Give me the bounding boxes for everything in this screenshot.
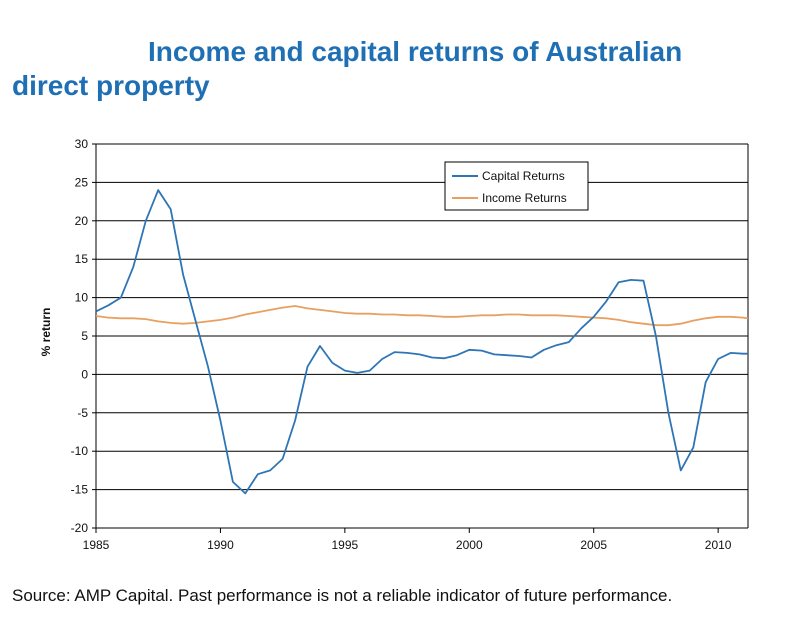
x-tick-label: 1985 (83, 538, 110, 552)
gridlines (96, 143, 748, 529)
y-tick-label: -5 (77, 406, 88, 420)
legend-label-income-returns: Income Returns (482, 191, 567, 205)
x-tick-label: 1995 (332, 538, 359, 552)
chart-title-line-1: Income and capital returns of Australian (148, 36, 683, 67)
y-tick-label: -10 (71, 444, 89, 458)
x-tick-label: 2010 (705, 538, 732, 552)
source-note: Source: AMP Capital. Past performance is… (12, 586, 673, 605)
x-tick-label: 1990 (207, 538, 234, 552)
y-axis-ticks: 30 25 20 15 10 5 0 -5 -10 -15 -20 (71, 137, 96, 535)
y-tick-label: -15 (71, 483, 89, 497)
y-tick-label: 10 (75, 291, 89, 305)
y-tick-label: -20 (71, 521, 89, 535)
chart-title-line-2: direct property (12, 70, 210, 101)
y-tick-label: 20 (75, 214, 89, 228)
y-tick-label: 5 (81, 329, 88, 343)
series-lines (95, 189, 749, 495)
y-tick-label: 25 (75, 175, 89, 189)
income-returns-line (95, 305, 749, 327)
legend-label-capital-returns: Capital Returns (482, 169, 565, 183)
y-tick-label: 30 (75, 137, 89, 151)
y-tick-label: 0 (81, 367, 88, 381)
legend-box (444, 161, 589, 211)
capital-returns-line (95, 189, 748, 495)
legend: Capital Returns Income Returns (444, 161, 589, 211)
y-axis-label: % return (39, 308, 53, 357)
y-tick-label: 15 (75, 252, 89, 266)
x-axis-ticks: 1985 1990 1995 2000 2005 2010 (83, 528, 732, 552)
x-tick-label: 2000 (456, 538, 483, 552)
x-tick-label: 2005 (580, 538, 607, 552)
